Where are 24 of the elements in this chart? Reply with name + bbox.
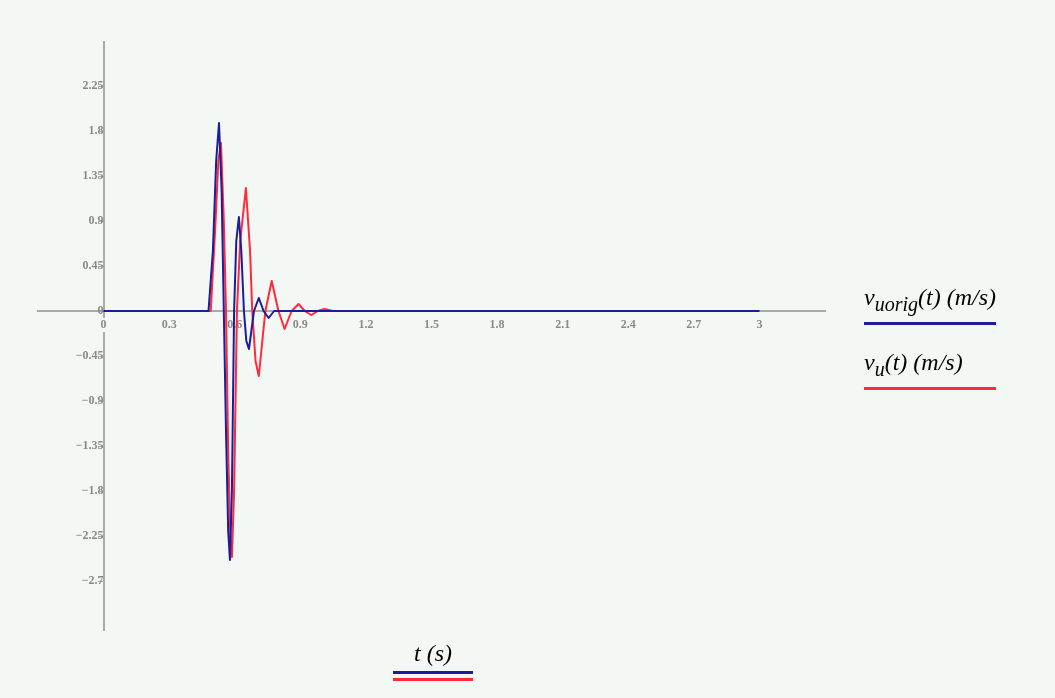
x-tick-label: 0.9 xyxy=(292,317,308,332)
text: v$_{u}$(t) (m/s) xyxy=(864,348,964,381)
y-tick-label: −2.25 xyxy=(75,528,104,543)
x-tick-label: 1.8 xyxy=(489,317,505,332)
x-tick-label: 3 xyxy=(756,317,763,332)
y-tick-label: −1.35 xyxy=(75,438,104,453)
y-tick-label: −0.9 xyxy=(81,393,104,408)
x-tick-label: 2.1 xyxy=(555,317,571,332)
y-tick-label: 0 xyxy=(97,303,104,318)
x-tick-label: 1.5 xyxy=(424,317,439,332)
x-tick-label: 2.7 xyxy=(686,317,702,332)
x-axis-title: t (s) xyxy=(413,640,453,667)
x-tick-label: 2.4 xyxy=(620,317,636,332)
text: v$_{uorig}$(t) (m/s) xyxy=(864,284,996,316)
y-tick-label: 1.35 xyxy=(82,168,104,183)
x-tick-label: 1.2 xyxy=(358,317,374,332)
y-tick-label: −2.7 xyxy=(81,573,104,588)
y-tick-label: −0.45 xyxy=(75,348,104,363)
y-tick-label: 1.8 xyxy=(88,123,104,138)
y-tick-label: −1.8 xyxy=(81,483,104,498)
y-tick-label: 0.9 xyxy=(88,213,104,228)
y-tick-label: 2.25 xyxy=(82,78,104,93)
y-tick-label: 0.45 xyxy=(82,258,104,273)
x-tick-label: 0.3 xyxy=(161,317,177,332)
